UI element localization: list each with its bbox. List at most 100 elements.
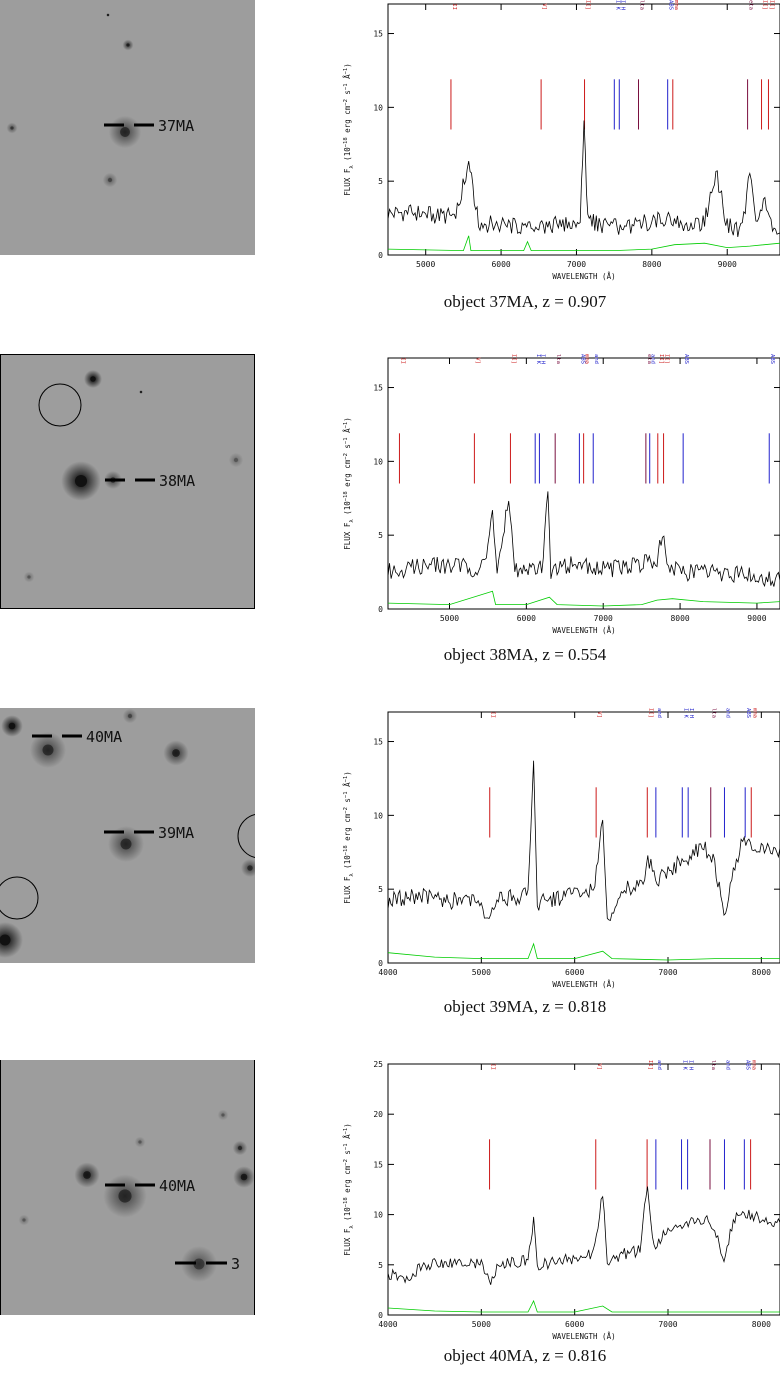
- x-tick-label: 8000: [670, 614, 689, 623]
- y-tick-label: 10: [373, 1211, 383, 1220]
- y-axis-label: FLUX Fλ (10−18 erg cm−2 s−1 Å−1): [343, 417, 355, 549]
- figure-caption: object 39MA, z = 0.818: [443, 997, 607, 1016]
- line-label: [NE V]: [596, 708, 602, 718]
- source-core: [138, 1140, 142, 1144]
- y-axis-label: FLUX Fλ (10−18 erg cm−2 s−1 Å−1): [343, 63, 355, 195]
- y-axis-label-part: −1: [343, 776, 349, 783]
- spectrum-plot-40ma: 4000 5000 6000 7000 8000 0 5 10 15 20 25 WAVELENGTH…: [330, 1060, 780, 1360]
- object-label: 40MA: [159, 1177, 195, 1195]
- stamp-canvas: 38MA: [1, 355, 254, 608]
- line-label: [O II]: [647, 708, 653, 718]
- line-label: B-Band: [593, 354, 599, 364]
- source-blob: [122, 708, 138, 724]
- source-core: [221, 1113, 225, 1117]
- y-axis-label-part: FLUX F: [343, 522, 352, 550]
- y-axis-label-part: ): [343, 1123, 352, 1128]
- line-label: H-delta: [639, 0, 645, 10]
- source-blob: [217, 1109, 229, 1121]
- y-tick-label: 0: [378, 1311, 383, 1320]
- source-blob: [228, 452, 244, 468]
- y-axis-label-part: FLUX F: [343, 1228, 352, 1256]
- x-tick-label: 6000: [517, 614, 536, 623]
- y-axis-label-part: s: [343, 798, 352, 807]
- y-axis-label-part: FLUX F: [343, 168, 352, 196]
- figure-caption: object 38MA, z = 0.554: [443, 645, 607, 664]
- noise-series: [387, 235, 780, 252]
- line-label: CA II K: [682, 1060, 688, 1071]
- source-core: [10, 126, 14, 130]
- source-core: [126, 43, 130, 47]
- y-axis-label-part: (10: [343, 855, 352, 874]
- x-tick-label: 8000: [752, 968, 771, 977]
- y-tick-label: 15: [373, 1160, 383, 1169]
- y-axis-label-part: −18: [343, 491, 349, 501]
- source-core: [247, 865, 253, 871]
- y-axis-label-part: −2: [343, 99, 349, 106]
- y-axis-label-part: −1: [343, 422, 349, 429]
- y-axis-label-part: (10: [343, 147, 352, 166]
- line-label: MG II: [490, 708, 496, 718]
- line-label: H-beta: [748, 0, 754, 10]
- object-label: 3: [231, 1255, 240, 1273]
- line-label: H-gamma: [673, 0, 679, 10]
- y-axis-label: FLUX Fλ (10−18 erg cm−2 s−1 Å−1): [343, 1123, 355, 1255]
- y-tick-label: 0: [378, 251, 383, 260]
- line-label: A-Band: [724, 1060, 730, 1070]
- spectrum-series: [387, 1186, 780, 1285]
- source-core: [8, 722, 16, 730]
- line-label: CH G ABS: [744, 1060, 750, 1070]
- source-core: [140, 391, 142, 393]
- y-axis-label-part: (10: [343, 501, 352, 520]
- y-axis-label-part: −1: [343, 1128, 349, 1135]
- aperture-circle: [38, 383, 82, 427]
- source-core: [42, 744, 54, 756]
- y-axis-label-part: Å: [343, 74, 352, 84]
- y-axis-label-part: −2: [343, 453, 349, 460]
- plot-frame: [387, 711, 780, 964]
- y-axis-label-part: λ: [349, 165, 355, 169]
- spectrum-plot-38ma: 5000 6000 7000 8000 9000 0 5 10 15 WAVELENGTH (Å)…: [330, 354, 780, 654]
- y-axis-label-part: ): [343, 63, 352, 68]
- line-label: [O III]: [658, 354, 664, 364]
- spectrum-chart: 5000 6000 7000 8000 9000 0 5 10 15 WAVELENGTH (Å)…: [343, 0, 780, 281]
- y-tick-label: 15: [373, 384, 383, 393]
- x-tick-label: 7000: [658, 968, 677, 977]
- line-label: MG II: [399, 354, 405, 364]
- plot-frame: [387, 357, 780, 610]
- y-tick-label: 10: [373, 811, 383, 820]
- figure-caption: object 37MA, z = 0.907: [443, 292, 607, 311]
- image-stamp-37ma: 37MA: [0, 0, 255, 255]
- source-blob: [23, 571, 35, 583]
- object-label: 39MA: [158, 824, 194, 842]
- line-label: H-gamma: [751, 708, 757, 718]
- source-core: [233, 457, 239, 463]
- y-tick-label: 5: [378, 531, 383, 540]
- spectrum-plot-39ma: 4000 5000 6000 7000 8000 0 5 10 15 WAVELENGTH (Å)…: [330, 708, 780, 1008]
- line-label: H-gamma: [751, 1060, 757, 1070]
- y-tick-label: 10: [373, 457, 383, 466]
- stamp-canvas: 37MA: [0, 0, 255, 255]
- x-tick-label: 6000: [491, 260, 510, 269]
- image-stamp-38ma: 38MA: [0, 354, 255, 609]
- object-label: 40MA: [86, 728, 122, 746]
- y-tick-label: 5: [378, 885, 383, 894]
- line-label: [O II]: [585, 0, 591, 10]
- y-axis-label-part: ): [343, 771, 352, 776]
- aperture-circle: [0, 876, 39, 920]
- line-label: MG I ABS: [683, 354, 689, 364]
- source-core: [0, 934, 11, 946]
- y-axis-label-part: −1: [343, 83, 349, 90]
- x-axis-label: WAVELENGTH (Å): [552, 1332, 615, 1341]
- line-label: CH G ABS: [745, 708, 751, 718]
- line-label: A-Band: [650, 354, 656, 364]
- line-label: [NE V]: [596, 1060, 602, 1070]
- y-axis-label-part: λ: [349, 873, 355, 877]
- line-label: H-delta: [710, 1060, 716, 1070]
- source-core: [107, 177, 113, 183]
- x-tick-label: 9000: [747, 614, 766, 623]
- source-core: [240, 1173, 248, 1181]
- y-tick-label: 20: [373, 1110, 383, 1119]
- y-axis-label-part: erg cm: [343, 105, 352, 137]
- line-label: [O III]: [768, 0, 774, 10]
- line-label: CA II H: [539, 354, 545, 364]
